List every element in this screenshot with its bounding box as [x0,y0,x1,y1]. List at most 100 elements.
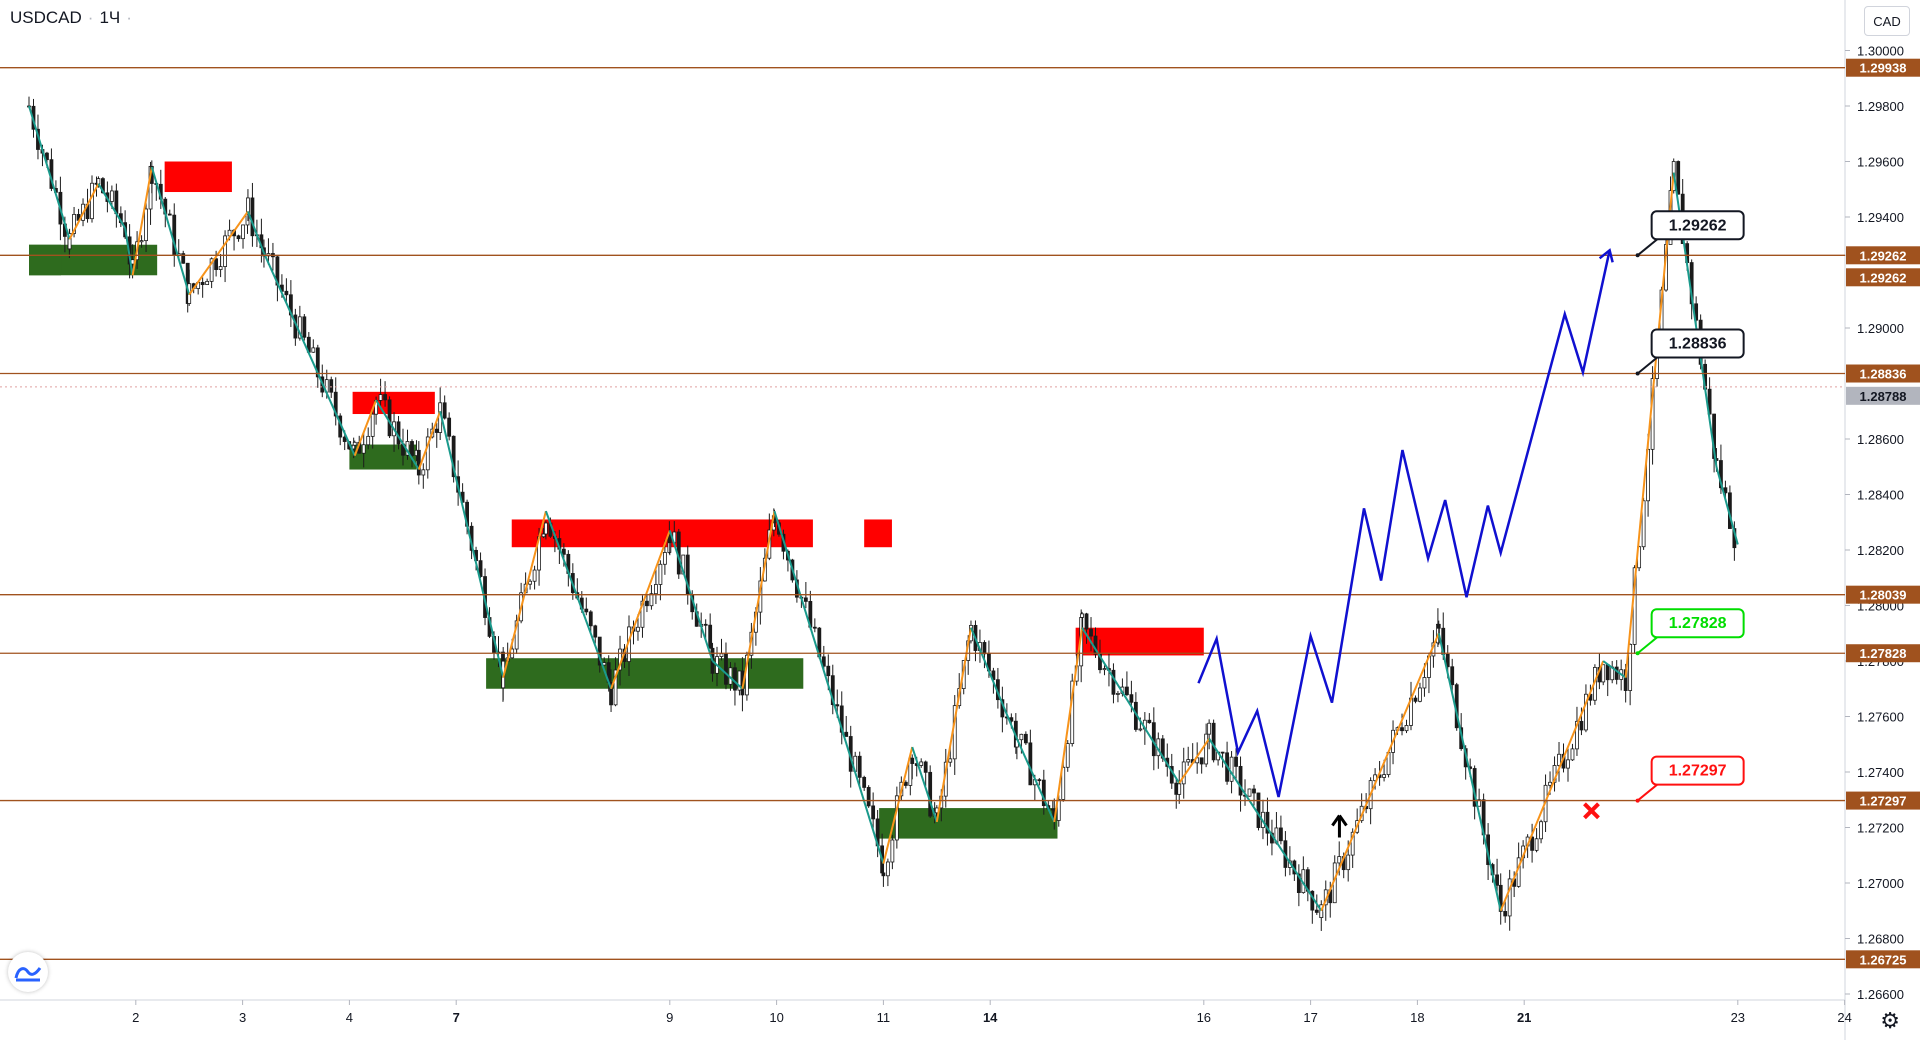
candle-body [588,611,593,627]
candle-body [1436,623,1441,629]
time-tick-label: 7 [453,1010,460,1025]
candle-body [434,428,439,433]
level-price-label: 1.28836 [1846,364,1920,383]
zigzag-down-leg [1715,466,1739,545]
level-label-bg [1846,386,1920,405]
time-tick-label: 21 [1517,1010,1531,1025]
candle-body [387,399,392,437]
currency-button[interactable]: CAD [1864,6,1910,36]
candle-body [1056,799,1061,821]
candle-body [1125,686,1129,696]
level-label-bg [1846,246,1920,265]
demand-zone [486,658,804,689]
time-tick-label: 17 [1303,1010,1317,1025]
candle-body [425,436,430,471]
candle-body [1019,733,1024,741]
candle-body [544,522,548,535]
candle-body [910,757,915,764]
price-tick-label: 1.28400 [1857,488,1904,503]
callout-box [1650,755,1745,786]
candle-body [1539,821,1543,840]
candle-body [1023,733,1028,744]
zigzag-up-leg [1053,627,1084,823]
candle-body [658,563,663,585]
time-tick-label: 4 [346,1010,353,1025]
candle-body [209,258,214,282]
candle-body [1584,693,1588,731]
candle-body [667,534,672,544]
candle-body [1265,811,1270,834]
price-tick-label: 1.27600 [1857,710,1904,725]
candle-body [1247,788,1252,797]
candle-body [1641,500,1646,548]
projection-path [1197,250,1611,798]
zigzag-up-leg [1178,738,1210,784]
callout-anchor [1635,798,1640,803]
candle-body [1445,654,1450,668]
candle-body [1138,728,1143,731]
candle-body [724,653,728,685]
candle-body [1129,694,1134,703]
tradingview-logo-icon[interactable] [8,952,48,992]
candle-body [662,552,667,565]
callout-box [1650,210,1745,241]
candle-body [1628,643,1633,691]
supply-zone [352,391,435,415]
level-label-bg [1846,950,1920,969]
candle-body [205,280,210,286]
candle-body [1211,722,1216,761]
candle-body [919,761,924,766]
price-tick-label: 1.26600 [1857,987,1904,1002]
zigzag-down-leg [263,252,356,457]
candle-body [1319,904,1324,918]
candle-body [1404,725,1409,732]
candle-body [708,624,713,649]
candle-body [1296,873,1301,894]
price-tick-label: 1.28200 [1857,543,1904,558]
candle-body [329,379,334,393]
candle-body [1174,782,1179,795]
candle-body [821,656,826,667]
callout-label: 1.29262 [1669,217,1727,234]
candle-body [383,394,387,401]
level-price-label: 1.29262 [1846,268,1920,287]
candle-body [1498,884,1503,912]
candle-body [1413,697,1418,702]
candle-body [982,642,987,655]
level-label-text: 1.28788 [1860,389,1907,404]
candle-body [1575,720,1579,750]
candle-body [803,597,808,602]
zigzag-up-leg [1624,172,1675,678]
candle-body [812,626,817,629]
zigzag-down-leg [544,510,612,690]
price-tick-label: 1.30000 [1857,44,1904,59]
symbol-header[interactable]: USDCAD · 1Ч · [10,8,132,28]
candle-body [67,233,72,250]
timeframe-label[interactable]: 1Ч [99,8,121,27]
candle-body [447,417,452,437]
candle-body [1061,766,1066,800]
candle-body [1252,788,1256,794]
candle-body [561,548,566,555]
candle-body [857,755,862,778]
level-label-bg [1846,585,1920,604]
candle-body [948,758,953,763]
price-tick-label: 1.28600 [1857,432,1904,447]
candle-body [541,533,546,538]
candle-body [1102,668,1107,671]
callout-label: 1.27828 [1669,615,1727,632]
time-tick-label: 10 [769,1010,783,1025]
candle-body [1314,909,1319,913]
candle-body [1605,664,1610,681]
candle-body [1382,774,1386,778]
demand-zone [879,808,1058,839]
level-label-text: 1.29262 [1860,270,1907,285]
candle-body [333,391,338,417]
level-label-text: 1.27297 [1860,794,1907,809]
chart-settings-gear-icon[interactable]: ⚙ [1880,1008,1900,1033]
zigzag-down-leg [970,627,1018,740]
supply-zone [164,161,232,193]
candle-body [1614,666,1619,680]
candle-body [1548,781,1552,786]
